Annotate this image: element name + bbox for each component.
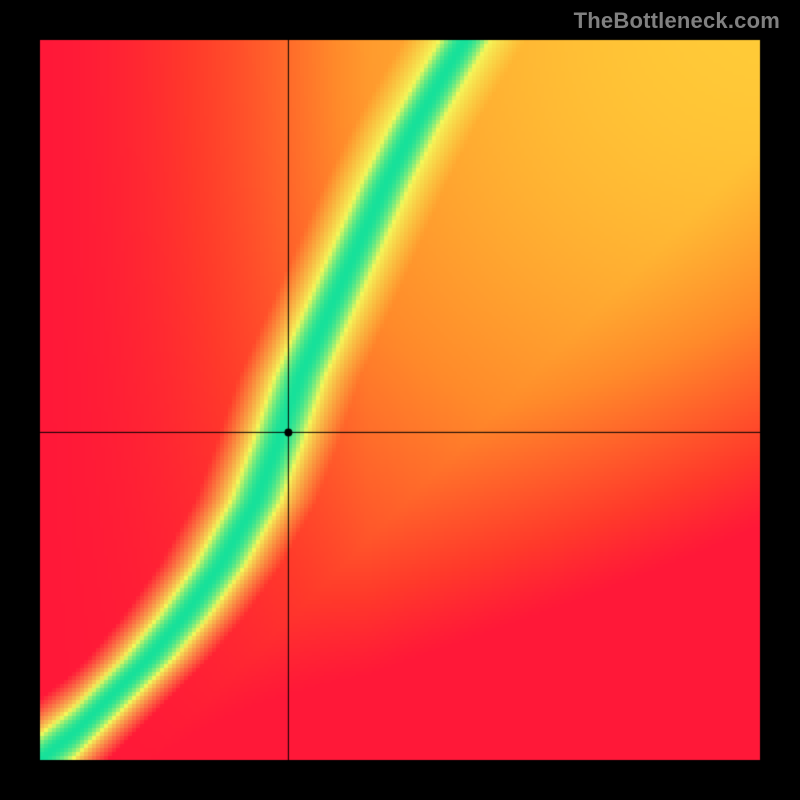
chart-container: TheBottleneck.com — [0, 0, 800, 800]
watermark-text: TheBottleneck.com — [574, 8, 780, 34]
bottleneck-heatmap-canvas — [0, 0, 800, 800]
